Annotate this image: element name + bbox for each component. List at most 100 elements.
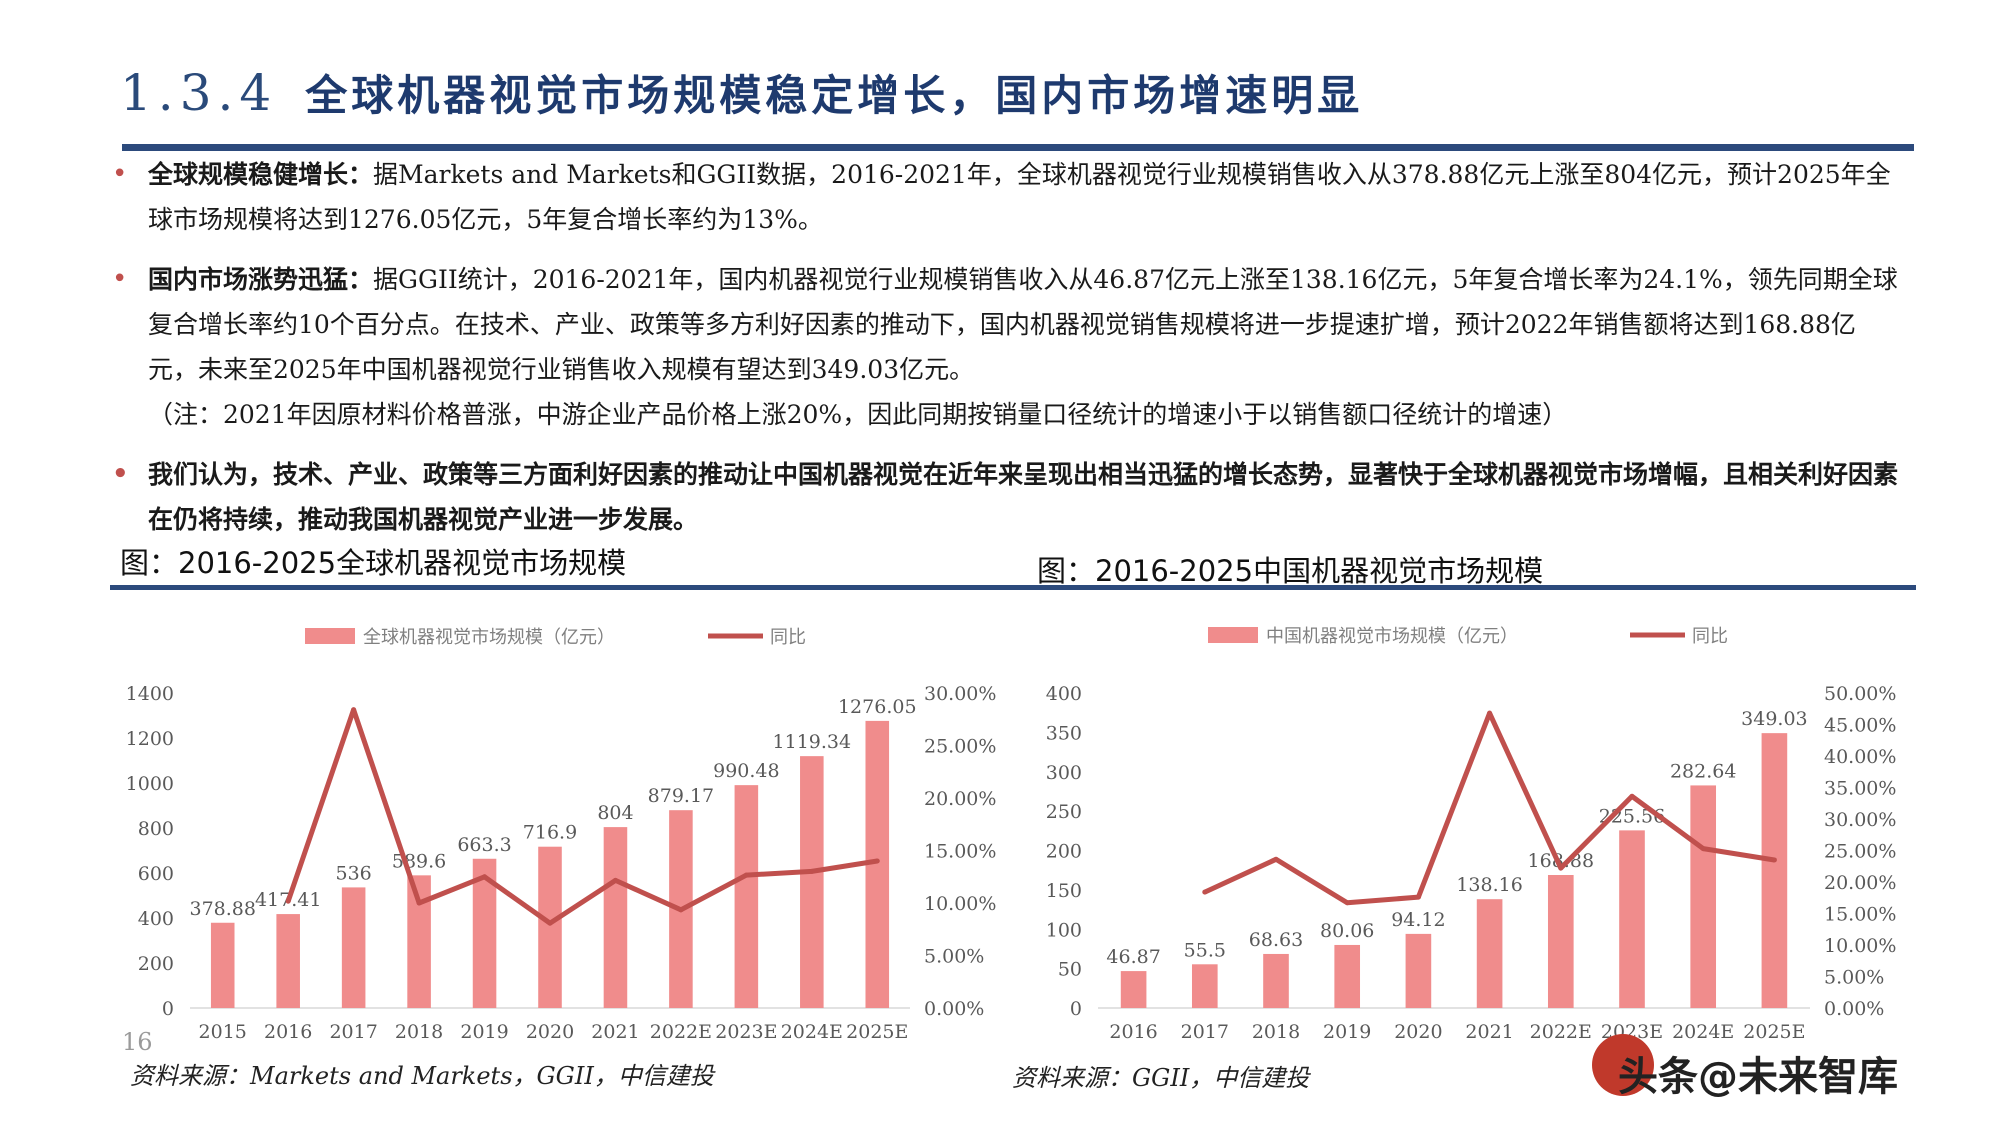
bar-2019 xyxy=(1334,944,1361,1008)
bar-data-label: 94.12 xyxy=(1391,909,1445,931)
bar-2023E xyxy=(1619,830,1645,1008)
bar-2024E xyxy=(1690,785,1717,1008)
bullet-dot-icon: • xyxy=(112,264,128,294)
y-left-tick-label: 200 xyxy=(138,953,174,975)
y-left-tick-label: 0 xyxy=(1070,998,1082,1020)
source-china: 资料来源：GGII，中信建投 xyxy=(1012,1064,1310,1092)
x-tick-label: 2018 xyxy=(395,1021,443,1043)
y-right-tick-label: 15.00% xyxy=(924,841,996,863)
y-right-tick-label: 40.00% xyxy=(1824,746,1896,768)
figure-rule xyxy=(110,585,1916,590)
bullet-note: （注：2021年因原材料价格普涨，中游企业产品价格上涨20%，因此同期按销量口径… xyxy=(148,400,1568,429)
legend-bar-label: 全球机器视觉市场规模（亿元） xyxy=(363,627,615,648)
y-right-tick-label: 25.00% xyxy=(924,736,996,758)
y-right-tick-label: 5.00% xyxy=(1824,967,1884,989)
bar-data-label: 349.03 xyxy=(1741,708,1807,730)
bar-2017 xyxy=(1191,964,1218,1008)
y-right-tick-label: 15.00% xyxy=(1824,904,1896,926)
yoy-point xyxy=(416,900,422,906)
figure-caption-china: 图：2016-2025中国机器视觉市场规模 xyxy=(1037,554,1544,588)
y-left-tick-label: 300 xyxy=(1046,762,1082,784)
bar-data-label: 80.06 xyxy=(1320,920,1374,942)
bullet-global: • 全球规模稳健增长：据Markets and Markets和GGII数据，2… xyxy=(108,152,1898,242)
y-left-tick-label: 250 xyxy=(1046,801,1082,823)
y-left-tick-label: 50 xyxy=(1058,959,1082,981)
china-market-chart: 中国机器视觉市场规模（亿元） 同比 0 50 100 150 200 250 300 350 400… xyxy=(1046,626,1897,1043)
y-left-tick-label: 200 xyxy=(1046,841,1082,863)
legend-bar-label: 中国机器视觉市场规模（亿元） xyxy=(1266,626,1518,647)
y-left-tick-label: 800 xyxy=(138,818,174,840)
yoy-point xyxy=(612,877,618,883)
bar-2016 xyxy=(276,914,300,1008)
slide-title: 1.3.4 全球机器视觉市场规模稳定增长，国内市场增速明显 xyxy=(120,62,1363,142)
yoy-point xyxy=(1700,846,1706,852)
yoy-line xyxy=(285,707,878,926)
y-left-tick-label: 350 xyxy=(1046,722,1082,744)
bar-data-label: 804 xyxy=(597,802,633,824)
bar-data-label: 168.88 xyxy=(1528,850,1594,872)
bar-data-label: 138.16 xyxy=(1456,874,1522,896)
bar-data-label: 378.88 xyxy=(189,898,255,920)
bar-2020 xyxy=(538,846,562,1008)
y-right-tick-label: 5.00% xyxy=(924,946,984,968)
yoy-point xyxy=(809,868,815,874)
bullet-body: 我们认为，技术、产业、政策等三方面利好因素的推动让中国机器视觉在近年来呈现出相当… xyxy=(148,460,1899,534)
y-right-tick-label: 10.00% xyxy=(924,893,996,915)
bar-data-label: 68.63 xyxy=(1249,929,1303,951)
watermark: 头条@未来智库 xyxy=(1592,1034,1982,1104)
yoy-point xyxy=(1344,900,1350,906)
yoy-point xyxy=(1273,856,1279,862)
yoy-point xyxy=(1771,857,1777,863)
y-left-tick-label: 1400 xyxy=(126,683,174,705)
y-right-tick-label: 50.00% xyxy=(1824,683,1896,705)
yoy-point xyxy=(547,920,553,926)
source-global: 资料来源：Markets and Markets，GGII，中信建投 xyxy=(130,1062,714,1090)
bar-2020 xyxy=(1405,933,1432,1008)
y-left-tick-label: 400 xyxy=(1046,683,1082,705)
y-right-tick-label: 30.00% xyxy=(924,683,996,705)
yoy-point xyxy=(351,707,357,713)
bar-2018 xyxy=(1263,953,1289,1008)
x-tick-label: 2024E xyxy=(781,1021,843,1043)
x-tick-label: 2015 xyxy=(199,1021,247,1043)
bar-data-label: 716.9 xyxy=(523,822,577,844)
bar-2018 xyxy=(407,875,431,1008)
x-tick-label: 2024E xyxy=(1672,1021,1734,1043)
y-left-tick-label: 150 xyxy=(1046,880,1082,902)
bar-data-label: 990.48 xyxy=(713,760,779,782)
section-number: 1.3.4 xyxy=(120,64,278,122)
y-left-tick-label: 600 xyxy=(138,863,174,885)
bar-2019 xyxy=(472,858,497,1008)
x-tick-label: 2017 xyxy=(1181,1021,1229,1043)
bar-2017 xyxy=(341,887,366,1008)
bar-2022E xyxy=(1547,875,1574,1008)
yoy-point xyxy=(1558,865,1564,871)
y-right-tick-label: 45.00% xyxy=(1824,715,1896,737)
yoy-point xyxy=(1202,889,1208,895)
bullet-lead: 国内市场涨势迅猛： xyxy=(148,265,374,294)
legend-line-label: 同比 xyxy=(1692,626,1728,647)
bar-2016 xyxy=(1120,971,1147,1008)
x-tick-label: 2018 xyxy=(1252,1021,1300,1043)
y-right-tick-label: 20.00% xyxy=(924,788,996,810)
y-right-tick-label: 10.00% xyxy=(1824,935,1896,957)
page-number: 16 xyxy=(122,1028,153,1056)
bar-2025E xyxy=(865,720,890,1008)
y-right-tick-label: 25.00% xyxy=(1824,841,1896,863)
legend-bar-swatch xyxy=(305,628,355,644)
x-tick-label: 2019 xyxy=(1323,1021,1371,1043)
title-text: 全球机器视觉市场规模稳定增长，国内市场增速明显 xyxy=(305,71,1364,120)
seal-logo-icon xyxy=(1592,1034,1654,1096)
yoy-point xyxy=(678,907,684,913)
bullet-dot-icon: • xyxy=(112,459,129,489)
bar-data-label: 1276.05 xyxy=(838,696,917,718)
bar-2024E xyxy=(800,756,824,1008)
x-tick-label: 2020 xyxy=(526,1021,574,1043)
x-tick-label: 2019 xyxy=(460,1021,508,1043)
x-tick-label: 2021 xyxy=(591,1021,639,1043)
yoy-point xyxy=(482,874,488,880)
x-tick-label: 2025E xyxy=(1743,1021,1805,1043)
bar-data-label: 879.17 xyxy=(648,785,714,807)
bullet-dot-icon: • xyxy=(112,159,128,189)
y-right-tick-label: 0.00% xyxy=(1824,998,1884,1020)
